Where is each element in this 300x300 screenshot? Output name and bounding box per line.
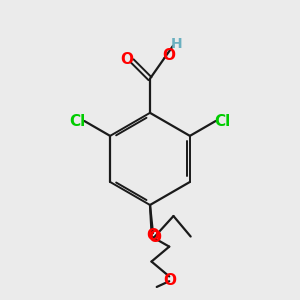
Text: O: O xyxy=(148,230,161,245)
Text: H: H xyxy=(171,37,182,51)
Text: O: O xyxy=(162,48,175,63)
Text: O: O xyxy=(164,273,177,288)
Text: Cl: Cl xyxy=(70,113,86,128)
Text: O: O xyxy=(146,228,159,243)
Text: Cl: Cl xyxy=(214,113,230,128)
Text: O: O xyxy=(120,52,133,67)
